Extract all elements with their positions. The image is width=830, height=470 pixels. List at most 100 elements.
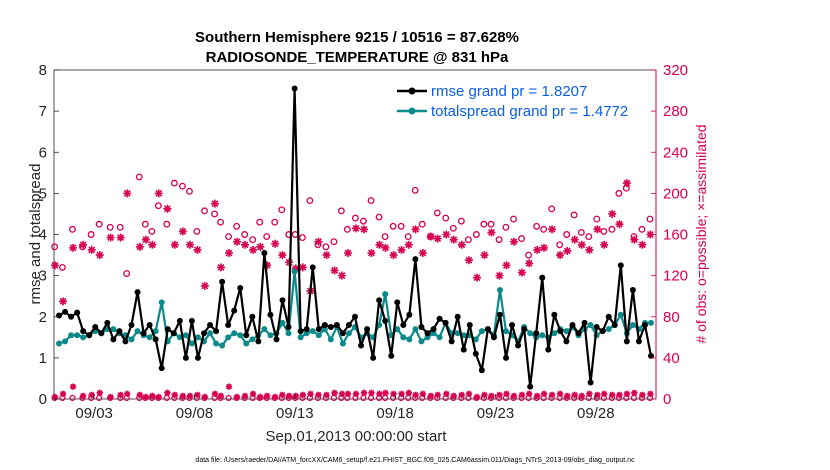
- assimilated-obs-point: [381, 243, 390, 252]
- series-point: [243, 332, 250, 339]
- possible-obs-point: [449, 224, 457, 232]
- possible-obs-point: [330, 238, 338, 246]
- possible-obs-point: [211, 210, 218, 218]
- assimilated-obs-point: [586, 390, 593, 398]
- assimilated-obs-point: [457, 240, 466, 249]
- x-tick-label: 09/13: [276, 405, 314, 422]
- series-point: [158, 299, 165, 306]
- possible-obs-point: [263, 233, 271, 241]
- series-point: [158, 365, 165, 372]
- series-point: [382, 317, 389, 324]
- assimilated-obs-point: [323, 391, 330, 399]
- possible-obs-point: [502, 223, 510, 231]
- assimilated-obs-point: [292, 392, 300, 400]
- series-point: [611, 321, 618, 328]
- series-point: [80, 328, 87, 335]
- assimilated-obs-point: [171, 391, 179, 399]
- assimilated-obs-point: [271, 239, 280, 248]
- legend-spread-marker: [408, 107, 416, 115]
- assimilated-obs-point: [263, 392, 271, 400]
- assimilated-obs-point: [142, 393, 150, 401]
- series-point: [527, 330, 534, 337]
- series-point: [176, 317, 183, 324]
- x-tick-label: 09/23: [477, 405, 515, 422]
- assimilated-obs-point: [397, 245, 406, 254]
- possible-obs-point: [375, 213, 383, 221]
- possible-obs-point: [404, 233, 412, 241]
- possible-obs-point: [51, 243, 59, 251]
- y2-tick-label: 0: [663, 391, 671, 408]
- possible-obs-point: [518, 235, 526, 243]
- assimilated-obs-point: [594, 391, 601, 399]
- possible-obs-point: [249, 236, 257, 244]
- series-point: [599, 328, 606, 335]
- y-tick-label: 7: [39, 103, 47, 120]
- y-tick-label: 6: [39, 144, 47, 161]
- assimilated-obs-point: [343, 249, 352, 258]
- assimilated-obs-point: [534, 392, 541, 400]
- series-point: [68, 332, 75, 339]
- assimilated-obs-point: [200, 281, 209, 290]
- assimilated-obs-point: [616, 391, 623, 399]
- series-point: [430, 330, 437, 337]
- possible-obs-point: [381, 233, 389, 241]
- series-point: [503, 328, 510, 335]
- assimilated-obs-point: [59, 390, 67, 398]
- assimilated-obs-point: [211, 390, 219, 398]
- series-point: [605, 313, 612, 320]
- series-point: [358, 342, 365, 349]
- legend-spread-label: totalspread grand pr = 1.4772: [431, 103, 628, 120]
- series-point: [400, 321, 407, 328]
- series-point: [575, 330, 582, 337]
- series-point: [231, 330, 238, 337]
- x-tick-label: 09/03: [75, 405, 113, 422]
- assimilated-obs-point: [608, 209, 617, 218]
- assimilated-obs-point: [593, 225, 602, 234]
- series-point: [545, 346, 552, 353]
- possible-obs-point: [418, 220, 426, 228]
- assimilated-obs-point: [449, 235, 458, 244]
- possible-obs-point: [271, 218, 279, 226]
- assimilated-obs-point: [106, 233, 115, 242]
- series-point: [641, 321, 648, 328]
- series-point: [273, 336, 280, 343]
- possible-obs-point: [563, 231, 571, 238]
- series-point: [551, 330, 558, 337]
- possible-obs-point: [178, 182, 186, 190]
- assimilated-obs-point: [443, 390, 450, 398]
- series-point: [279, 297, 286, 304]
- assimilated-obs-point: [117, 391, 124, 399]
- assimilated-obs-point: [376, 390, 383, 398]
- legend: rmse grand pr = 1.8207 totalspread grand…: [397, 83, 628, 120]
- y2-tick-label: 320: [663, 62, 688, 79]
- series-point: [412, 256, 419, 263]
- possible-obs-point: [585, 233, 593, 241]
- assimilated-obs-point: [201, 393, 209, 401]
- assimilated-obs-point: [299, 391, 307, 399]
- series-point: [255, 338, 262, 345]
- series-point: [521, 326, 528, 333]
- series-point: [629, 321, 636, 328]
- series-point: [267, 311, 274, 318]
- series-point: [635, 338, 642, 345]
- series-point: [104, 319, 111, 326]
- assimilated-obs-point: [548, 225, 557, 234]
- possible-obs-point: [480, 220, 488, 228]
- series-point: [400, 334, 407, 341]
- assimilated-obs-point: [148, 240, 157, 249]
- legend-rmse-label: rmse grand pr = 1.8207: [431, 83, 587, 100]
- assimilated-obs-point: [135, 242, 144, 251]
- assimilated-obs-point: [434, 391, 441, 399]
- possible-obs-point: [201, 207, 208, 215]
- possible-obs-point: [457, 217, 465, 225]
- possible-obs-point: [233, 222, 241, 230]
- assimilated-obs-markers: [51, 179, 655, 401]
- assimilated-obs-point: [525, 390, 533, 398]
- possible-obs-point: [193, 227, 201, 235]
- series-point: [623, 338, 630, 345]
- assimilated-obs-point: [502, 261, 511, 270]
- series-point: [231, 307, 238, 314]
- series-point: [454, 330, 461, 337]
- y2-tick-label: 240: [663, 144, 688, 161]
- possible-obs-point: [141, 220, 149, 228]
